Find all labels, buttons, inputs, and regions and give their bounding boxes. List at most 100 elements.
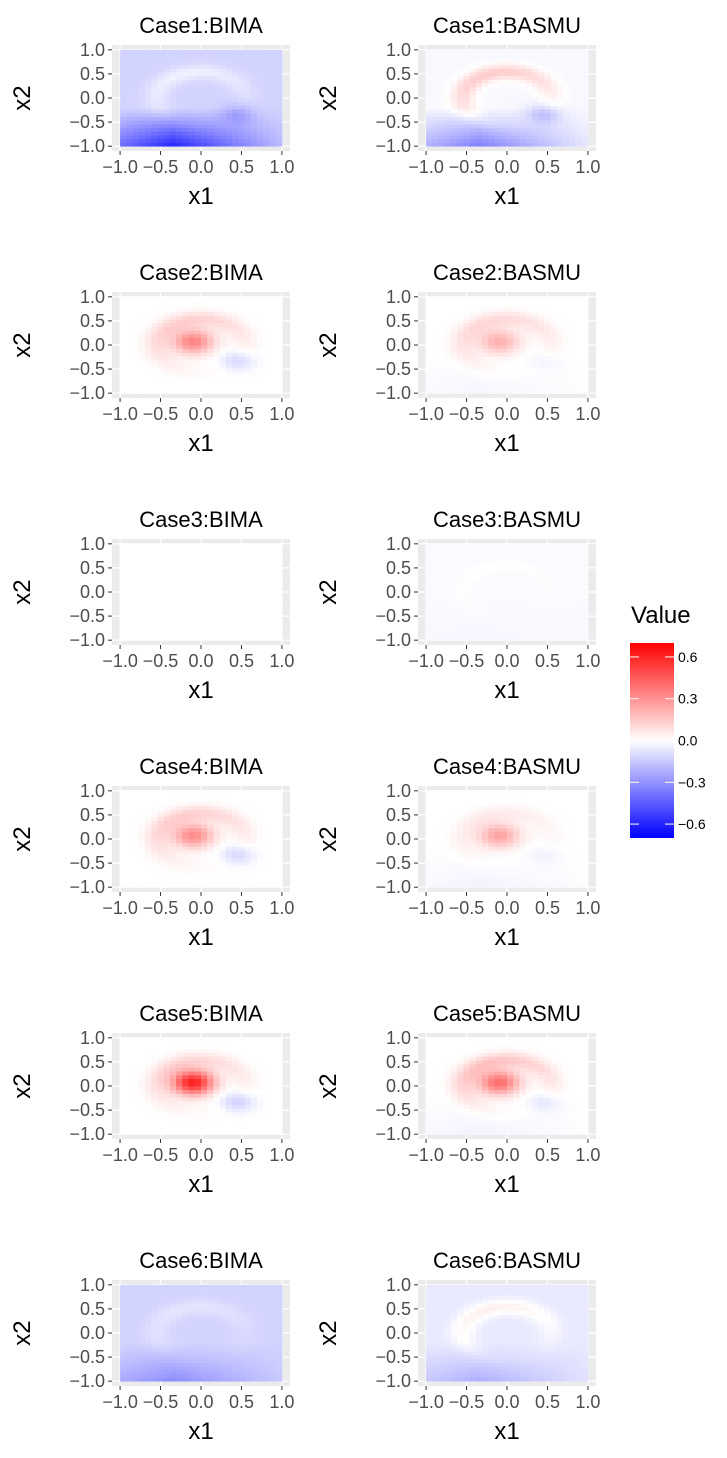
heatmap-tile <box>138 60 146 66</box>
heatmap-tile <box>556 337 564 342</box>
heatmap-tile <box>463 625 471 630</box>
y-tick-label: −0.5 <box>375 606 411 626</box>
heatmap-tile <box>525 385 533 390</box>
heatmap-tile <box>544 83 551 88</box>
heatmap-tile <box>207 389 214 394</box>
heatmap-tile <box>263 300 270 305</box>
heatmap-tile <box>144 831 152 836</box>
heatmap-tile <box>225 857 233 862</box>
heatmap-tile <box>257 131 264 136</box>
heatmap-tile <box>275 820 283 825</box>
heatmap-tile <box>132 599 140 604</box>
heatmap-tile <box>531 610 539 615</box>
heatmap-tile <box>556 64 564 69</box>
heatmap-tile <box>144 330 152 335</box>
heatmap-tile <box>138 794 146 799</box>
heatmap-tile <box>144 558 152 563</box>
heatmap-tile <box>569 337 576 342</box>
heatmap-tile <box>426 49 433 54</box>
heatmap-tile <box>569 558 576 563</box>
heatmap-tile <box>263 326 270 331</box>
heatmap-tile <box>126 588 133 593</box>
heatmap-tile <box>475 547 483 552</box>
heatmap-tile <box>563 112 570 117</box>
heatmap-tile <box>182 68 189 73</box>
panel-title: Case2:BASMU <box>433 260 581 285</box>
heatmap-tile <box>201 120 208 125</box>
heatmap-tile <box>519 322 527 327</box>
heatmap-tile <box>513 614 520 619</box>
heatmap-tile <box>250 850 258 855</box>
heatmap-tile <box>188 872 196 877</box>
heatmap-tile <box>550 389 558 394</box>
heatmap-tile <box>157 599 165 604</box>
heatmap-tile <box>550 83 558 88</box>
heatmap-tile <box>157 610 165 615</box>
heatmap-tile <box>250 322 258 327</box>
heatmap-tile <box>263 333 270 338</box>
heatmap-tile <box>169 123 177 129</box>
heatmap-tile <box>275 872 283 877</box>
heatmap-tile <box>257 820 264 825</box>
heatmap-tile <box>275 86 283 91</box>
panel-4: Case2:BASMU−1.0 −0.5 0.0 0.5 1.0−1.0−0.50.00… <box>315 260 600 457</box>
heatmap-tile <box>269 374 277 379</box>
heatmap-tile <box>475 632 483 637</box>
y-tick-label: −1.0 <box>375 630 411 650</box>
heatmap-tile <box>182 801 189 807</box>
heatmap-tile <box>450 112 458 117</box>
heatmap-tile <box>556 109 564 114</box>
heatmap-tile <box>132 72 140 77</box>
heatmap-tile <box>157 595 165 600</box>
heatmap-tile <box>257 857 264 862</box>
heatmap-tile <box>544 617 551 623</box>
heatmap-tile <box>169 367 177 372</box>
heatmap-tile <box>275 333 283 338</box>
x-tick-label: 1.0 <box>269 157 294 177</box>
heatmap-tile <box>176 337 183 342</box>
heatmap-tile <box>238 603 245 608</box>
heatmap-tile <box>263 883 270 888</box>
heatmap-tile <box>169 359 177 364</box>
heatmap-tile <box>144 363 152 368</box>
heatmap-tile <box>469 142 477 147</box>
heatmap-tile <box>238 101 245 106</box>
heatmap-tile <box>507 370 514 376</box>
heatmap-tile <box>232 135 239 140</box>
heatmap-tile <box>575 322 583 327</box>
heatmap-tile <box>450 389 458 394</box>
heatmap-tile <box>426 348 433 353</box>
heatmap-tile <box>269 543 277 548</box>
heatmap-tile <box>263 809 270 814</box>
heatmap-tile <box>213 824 221 829</box>
heatmap-tile <box>263 363 270 368</box>
heatmap-tile <box>257 599 264 604</box>
heatmap-tile <box>531 595 539 600</box>
heatmap-tile <box>488 319 495 324</box>
heatmap-tile <box>132 883 140 888</box>
heatmap-tile <box>525 367 533 372</box>
heatmap-tile <box>257 138 264 143</box>
heatmap-tile <box>463 389 471 394</box>
heatmap-tile <box>538 105 545 110</box>
heatmap-tile <box>563 382 570 387</box>
heatmap-tile <box>176 636 183 641</box>
heatmap-tile <box>238 827 245 832</box>
heatmap-tile <box>169 824 177 829</box>
heatmap-tile <box>201 794 208 799</box>
heatmap-tile <box>475 617 483 623</box>
heatmap-tile <box>144 842 152 847</box>
heatmap-tile <box>182 831 189 836</box>
heatmap-tile <box>182 94 189 99</box>
heatmap-tile <box>151 64 158 69</box>
heatmap-tile <box>450 625 458 630</box>
heatmap-tile <box>213 356 221 361</box>
heatmap-tile <box>219 359 227 364</box>
heatmap-tile <box>257 558 264 563</box>
heatmap-tile <box>144 857 152 862</box>
heatmap-tile <box>225 64 233 69</box>
heatmap-tile <box>250 135 258 140</box>
heatmap-tile <box>488 105 495 110</box>
heatmap-tile <box>120 588 127 593</box>
heatmap-tile <box>144 304 152 309</box>
